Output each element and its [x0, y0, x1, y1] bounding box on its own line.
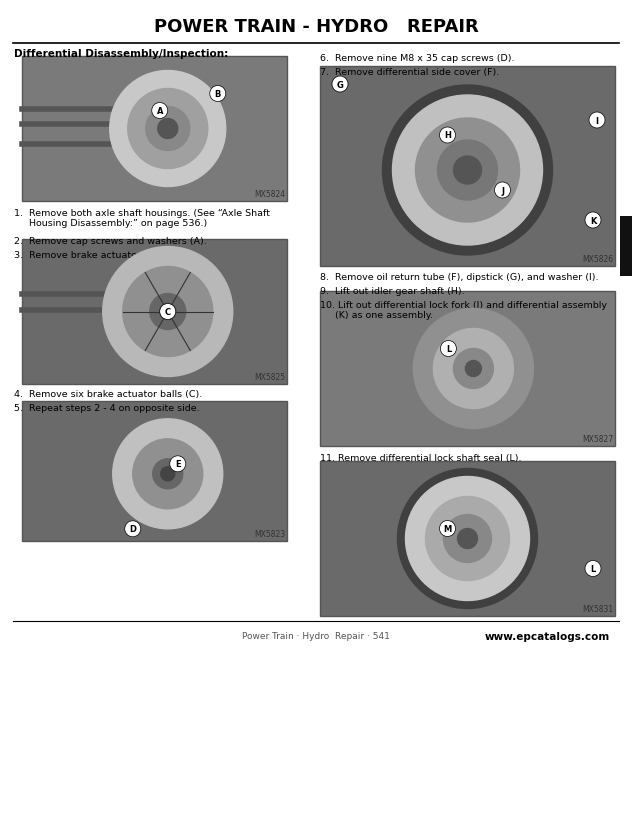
Text: J: J [501, 186, 504, 196]
FancyBboxPatch shape [320, 461, 615, 616]
Text: MX5826: MX5826 [582, 255, 613, 263]
Circle shape [454, 157, 482, 185]
Text: POWER TRAIN - HYDRO   REPAIR: POWER TRAIN - HYDRO REPAIR [154, 18, 478, 36]
Circle shape [453, 349, 494, 389]
Circle shape [425, 497, 509, 581]
Circle shape [170, 456, 186, 472]
Circle shape [465, 361, 482, 377]
Text: H: H [444, 131, 451, 140]
Text: www.epcatalogs.com: www.epcatalogs.com [485, 631, 610, 641]
Circle shape [439, 128, 456, 144]
FancyBboxPatch shape [22, 240, 287, 385]
Circle shape [392, 96, 542, 246]
Text: MX5825: MX5825 [254, 373, 285, 381]
Circle shape [112, 420, 222, 529]
Circle shape [153, 459, 183, 489]
Text: A: A [157, 107, 163, 116]
Text: L: L [446, 344, 451, 354]
Circle shape [458, 529, 478, 549]
Circle shape [160, 304, 176, 320]
Text: MX5824: MX5824 [254, 190, 285, 199]
Bar [620, 217, 632, 277]
Circle shape [123, 268, 213, 357]
Circle shape [585, 561, 601, 577]
Circle shape [110, 71, 226, 187]
Text: M: M [444, 524, 452, 533]
Text: C: C [165, 308, 171, 317]
Text: Differential Disassembly/Inspection:: Differential Disassembly/Inspection: [14, 49, 228, 59]
Text: 4.  Remove six brake actuator balls (C).: 4. Remove six brake actuator balls (C). [14, 390, 202, 399]
Circle shape [152, 104, 167, 120]
Text: 8.  Remove oil return tube (F), dipstick (G), and washer (I).: 8. Remove oil return tube (F), dipstick … [320, 273, 599, 282]
Text: B: B [214, 90, 221, 99]
Text: 11. Remove differential lock shaft seal (L).: 11. Remove differential lock shaft seal … [320, 453, 521, 462]
Text: 3.  Remove brake actuator disk (B).: 3. Remove brake actuator disk (B). [14, 251, 183, 260]
Circle shape [150, 294, 186, 330]
Text: E: E [175, 460, 181, 469]
Text: 10. Lift out differential lock fork (J) and differential assembly
     (K) as on: 10. Lift out differential lock fork (J) … [320, 301, 607, 320]
Text: 6.  Remove nine M8 x 35 cap screws (D).: 6. Remove nine M8 x 35 cap screws (D). [320, 54, 514, 63]
Circle shape [382, 86, 552, 256]
Circle shape [128, 89, 208, 170]
FancyBboxPatch shape [320, 292, 615, 446]
Circle shape [406, 477, 530, 601]
Circle shape [437, 140, 497, 201]
FancyBboxPatch shape [22, 401, 287, 542]
Text: G: G [337, 80, 343, 89]
Text: 5.  Repeat steps 2 - 4 on opposite side.: 5. Repeat steps 2 - 4 on opposite side. [14, 404, 200, 412]
Text: L: L [590, 564, 595, 573]
Text: I: I [595, 116, 599, 125]
Text: MX5827: MX5827 [582, 435, 613, 443]
Circle shape [413, 309, 533, 429]
Circle shape [444, 515, 492, 563]
Text: 7.  Remove differential side cover (F).: 7. Remove differential side cover (F). [320, 68, 499, 77]
Circle shape [398, 469, 537, 609]
Text: D: D [130, 525, 137, 533]
Circle shape [210, 86, 226, 102]
Circle shape [589, 113, 605, 129]
Circle shape [439, 521, 456, 537]
Circle shape [585, 212, 601, 229]
Circle shape [415, 119, 520, 222]
Text: MX5831: MX5831 [582, 604, 613, 614]
Text: 9.  Lift out idler gear shaft (H).: 9. Lift out idler gear shaft (H). [320, 287, 465, 296]
Circle shape [125, 521, 141, 538]
Circle shape [160, 304, 176, 320]
Text: Power Train · Hydro  Repair · 541: Power Train · Hydro Repair · 541 [242, 631, 390, 640]
Circle shape [146, 107, 190, 151]
Circle shape [494, 183, 511, 199]
Circle shape [133, 439, 203, 509]
Text: 2.  Remove cap screws and washers (A).: 2. Remove cap screws and washers (A). [14, 237, 207, 246]
Circle shape [434, 329, 513, 409]
Circle shape [103, 247, 233, 377]
Circle shape [158, 120, 178, 140]
Circle shape [441, 341, 456, 357]
FancyBboxPatch shape [320, 67, 615, 267]
Text: MX5823: MX5823 [254, 529, 285, 538]
Circle shape [161, 467, 175, 482]
FancyBboxPatch shape [22, 57, 287, 201]
Text: K: K [590, 217, 596, 225]
Circle shape [332, 77, 348, 93]
Text: 1.  Remove both axle shaft housings. (See “Axle Shaft
     Housing Disassembly:”: 1. Remove both axle shaft housings. (See… [14, 209, 270, 228]
